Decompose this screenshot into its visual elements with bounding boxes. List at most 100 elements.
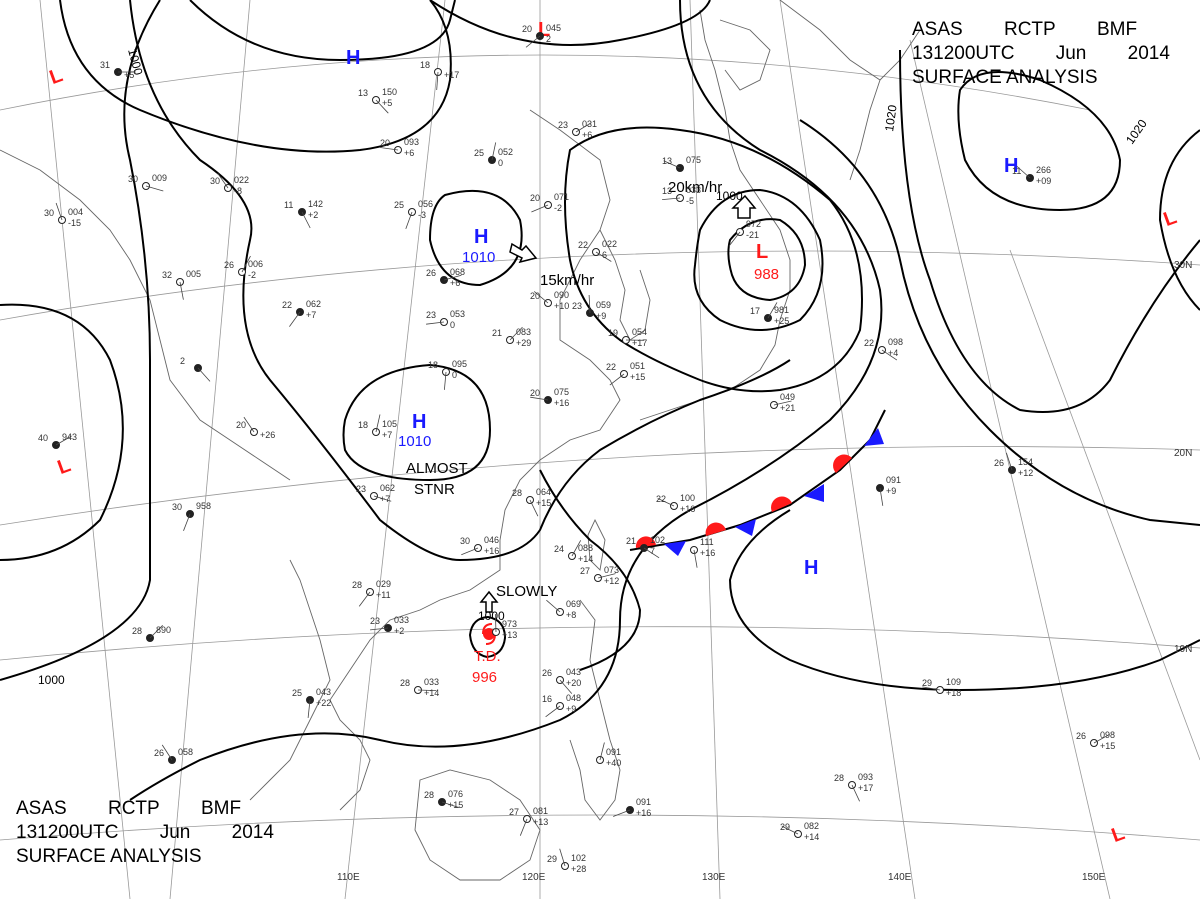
axis-labels: 110E 120E 130E 140E 150E 30N 20N 10N: [337, 260, 1192, 883]
wind-barb: [375, 99, 389, 114]
wind-barb: [241, 255, 251, 273]
station-tendency: +2: [308, 210, 318, 220]
title-month: Jun: [159, 822, 191, 843]
wind-barb: [1006, 452, 1013, 471]
station-pressure: 009: [152, 173, 167, 183]
station-pressure: 111: [700, 537, 714, 547]
station-tendency: 0: [450, 320, 455, 330]
wind-barb: [197, 367, 211, 382]
station-temperature: 20: [522, 24, 532, 34]
wind-barb: [662, 197, 681, 200]
station-tendency: +9: [566, 704, 576, 714]
cold-front-tooth: [864, 428, 884, 446]
station-temperature: 32: [162, 270, 172, 280]
station-pressure: 062: [306, 299, 321, 309]
station-tendency: +16: [484, 546, 499, 556]
station-tendency: +15: [536, 498, 551, 508]
station-plot: 27 073+12: [580, 565, 619, 586]
station-plot: 32 005: [162, 269, 201, 300]
isobar-label: 1000: [38, 673, 65, 687]
station-tendency: +16: [700, 548, 715, 558]
station-tendency: +16: [636, 808, 651, 818]
station-pressure: 064: [536, 487, 551, 497]
station-pressure: 091: [636, 797, 651, 807]
wind-barb: [546, 599, 561, 613]
station-pressure: 142: [308, 199, 323, 209]
station-pressure: 154: [1018, 457, 1033, 467]
high-motion-arrow: [509, 242, 538, 264]
station-plot: 28 093+17: [834, 772, 873, 802]
station-pressure: 033: [686, 185, 701, 195]
station-pressure: 102: [650, 535, 665, 545]
lon-label: 130E: [702, 872, 726, 883]
wind-barb: [444, 371, 447, 390]
wind-barb: [491, 142, 497, 161]
station-tendency: +25: [774, 316, 789, 326]
station-tendency: +9: [886, 486, 896, 496]
station-pressure: 071: [554, 192, 569, 202]
station-temperature: 30: [460, 536, 470, 546]
meridian-130e: [689, 0, 721, 899]
high-pressure-value: 1010: [462, 249, 495, 266]
wind-barb: [545, 705, 561, 718]
station-plot: 23 033+2: [370, 615, 409, 636]
wind-barb: [495, 613, 497, 633]
station-plot: 20 071-2: [530, 192, 569, 213]
wind-barb: [436, 71, 439, 91]
station-tendency: +09: [1036, 176, 1051, 186]
station-pressure: 943: [62, 432, 77, 442]
station-pressure: 049: [780, 392, 795, 402]
coast-west: [0, 149, 291, 481]
coast-taiwan: [587, 518, 606, 571]
wind-barb: [595, 251, 612, 262]
station-plot: 16 048+9: [542, 693, 581, 718]
low-motion-arrow: [731, 194, 757, 219]
wind-barb: [728, 231, 741, 247]
title-office: BMF: [201, 798, 242, 819]
station-plot: 22 051+15: [606, 361, 645, 386]
lon-label: 120E: [522, 872, 546, 883]
station-pressure: 091: [606, 747, 621, 757]
station-tendency: +17: [444, 70, 459, 80]
slowly-label: SLOWLY: [496, 583, 557, 600]
wind-barb: [375, 414, 381, 433]
station-plot: 26 043+20: [542, 667, 581, 694]
station-plot: 18 105+7: [358, 414, 397, 440]
station-tendency: +20: [566, 678, 581, 688]
wind-barb: [643, 547, 660, 559]
station-tendency: +15: [1100, 741, 1115, 751]
station-temperature: 26: [994, 458, 1004, 468]
station-temperature: 23: [426, 310, 436, 320]
station-plot: 30 004-15: [44, 202, 83, 228]
station-plot: 30 958: [172, 501, 211, 531]
wind-barb: [179, 281, 184, 300]
station-temperature: 13: [662, 186, 672, 196]
station-plot: 091+9: [876, 475, 901, 506]
title-agency: ASAS: [16, 798, 67, 819]
station-tendency: 2: [546, 34, 551, 44]
isobar-high-east: [957, 71, 1122, 212]
high-center-symbol: H: [1004, 155, 1018, 177]
station-plot: 2: [180, 356, 211, 382]
station-tendency: -2: [554, 203, 562, 213]
station-temperature: 2: [180, 356, 185, 366]
low-motion-label: 20km/hr: [668, 179, 722, 196]
station-temperature: 24: [554, 544, 564, 554]
station-tendency: -21: [746, 230, 759, 240]
station-plot: 11 142+2: [284, 199, 323, 229]
station-plot: 26 006-2: [224, 255, 263, 280]
station-temperature: 28: [352, 580, 362, 590]
station-temperature: 16: [542, 694, 552, 704]
station-pressure: 033: [424, 677, 439, 687]
station-temperature: 18: [420, 60, 430, 70]
warm-front-bump: [635, 536, 656, 548]
warm-front-bump: [771, 496, 792, 512]
station-temperature: 22: [606, 362, 616, 372]
low-pressure-value: 988: [754, 266, 779, 283]
station-pressure: 058: [178, 747, 193, 757]
station-pressure: 102: [571, 853, 586, 863]
motion-arrows: [479, 194, 757, 613]
